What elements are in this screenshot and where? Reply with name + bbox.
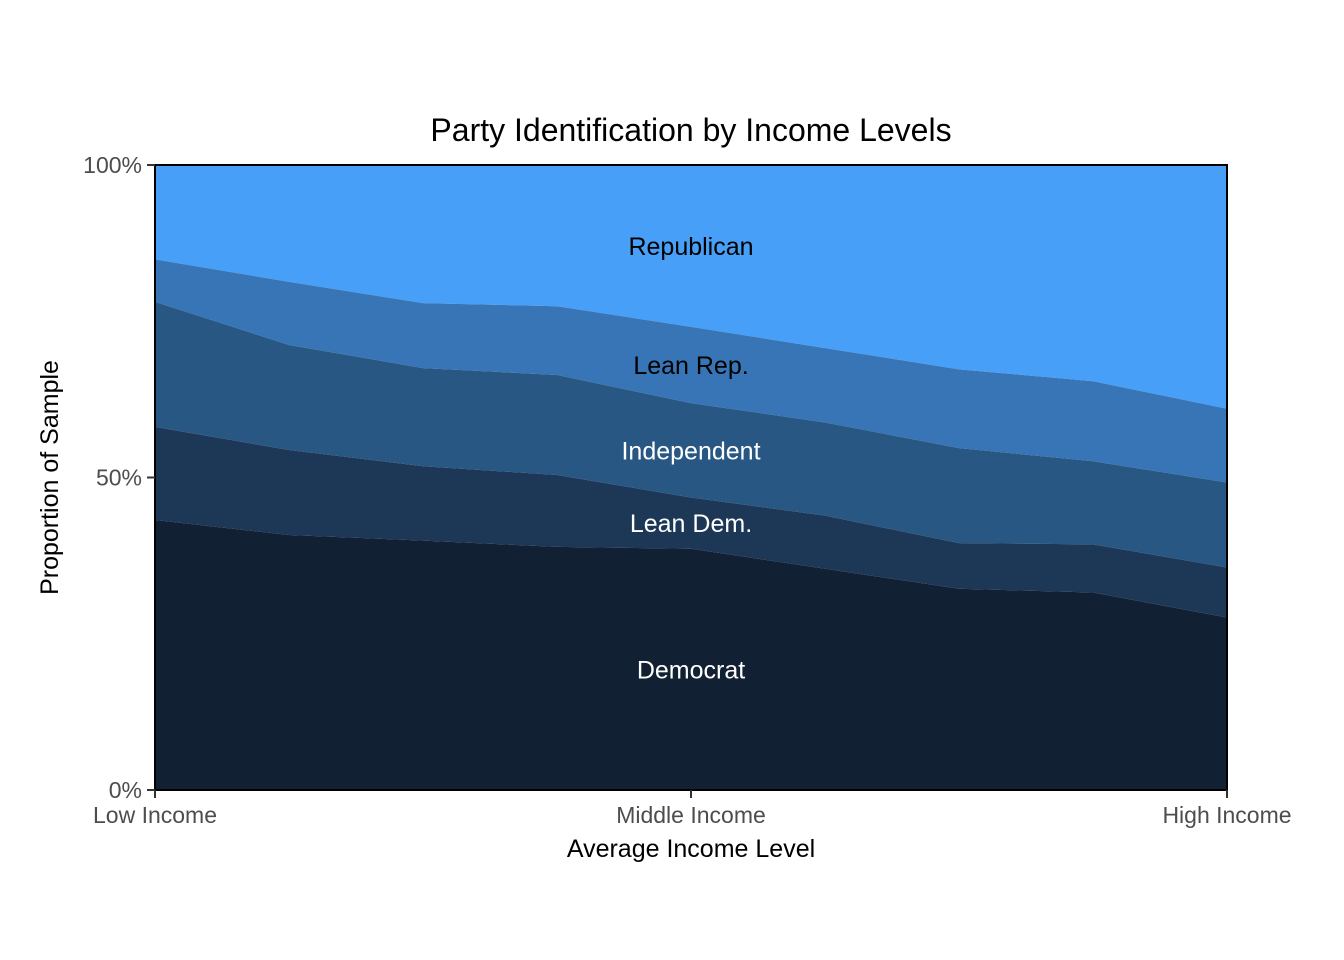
series-label-independent: Independent	[621, 437, 760, 465]
area-democrat	[155, 520, 1227, 790]
area-republican	[155, 165, 1227, 409]
x-tick-label: High Income	[1162, 802, 1291, 828]
axes: 0% 50% 100% Low Income Middle Income High Inc…	[83, 152, 1291, 828]
area-lean-rep	[155, 259, 1227, 483]
chart-title: Party Identification by Income Levels	[430, 112, 951, 148]
series-labels: Democrat Lean Dem. Independent Lean Rep. Rep…	[621, 233, 760, 684]
x-tick-label: Low Income	[93, 802, 217, 828]
y-tick-label: 100%	[83, 152, 142, 178]
area-independent	[155, 301, 1227, 568]
series-label-republican: Republican	[628, 233, 753, 261]
y-tick-label: 50%	[96, 465, 142, 491]
area-lean-dem	[155, 426, 1227, 618]
series-label-lean-rep: Lean Rep.	[633, 352, 748, 380]
y-axis-title: Proportion of Sample	[36, 360, 64, 595]
area-layers	[155, 165, 1227, 790]
x-axis-title: Average Income Level	[567, 835, 815, 863]
series-label-lean-dem: Lean Dem.	[630, 510, 752, 538]
series-label-democrat: Democrat	[637, 656, 745, 684]
x-tick-label: Middle Income	[616, 802, 766, 828]
y-tick-label: 0%	[109, 777, 142, 803]
